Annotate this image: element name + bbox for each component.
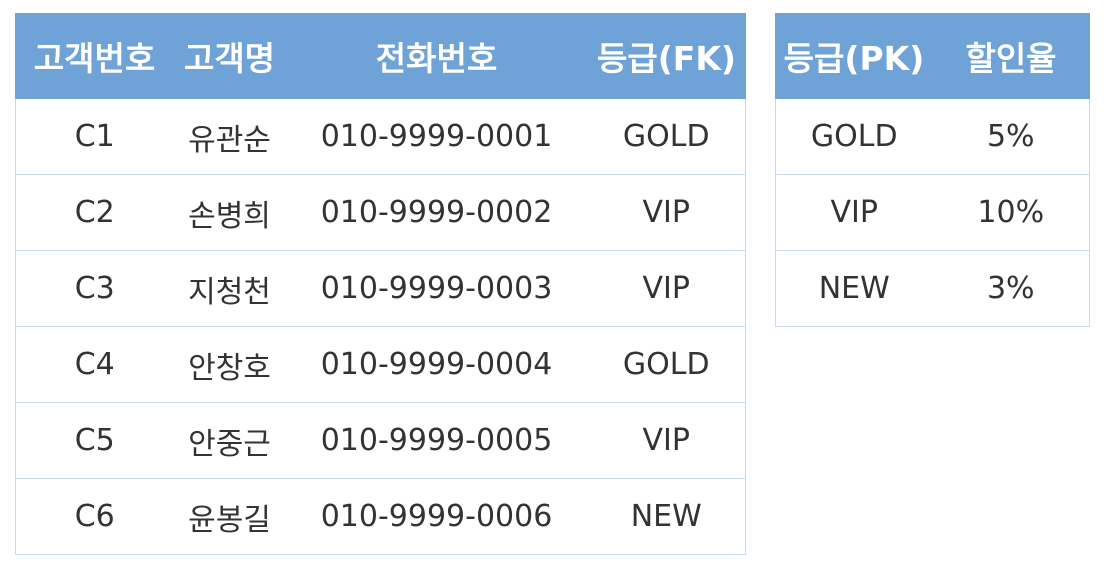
cell-phone: 010-9999-0004: [285, 326, 588, 403]
cell-customer-id: C4: [15, 326, 174, 403]
cell-grade: VIP: [587, 250, 746, 327]
cell-customer-name: 안창호: [173, 326, 286, 403]
header-grade-fk: 등급(FK): [587, 13, 746, 99]
table-row: C2 손병희 010-9999-0002 VIP: [15, 174, 746, 251]
cell-customer-name: 지청천: [173, 250, 286, 327]
cell-customer-name: 유관순: [173, 98, 286, 175]
cell-phone: 010-9999-0003: [285, 250, 588, 327]
cell-phone: 010-9999-0002: [285, 174, 588, 251]
cell-customer-name: 윤봉길: [173, 478, 286, 555]
cell-customer-id: C2: [15, 174, 174, 251]
table-row: C1 유관순 010-9999-0001 GOLD: [15, 98, 746, 175]
header-customer-name: 고객명: [173, 13, 286, 99]
cell-customer-id: C6: [15, 478, 174, 555]
header-customer-id: 고객번호: [15, 13, 174, 99]
table-row: C3 지청천 010-9999-0003 VIP: [15, 250, 746, 327]
table-row: C4 안창호 010-9999-0004 GOLD: [15, 326, 746, 403]
cell-discount-rate: 3%: [932, 250, 1090, 327]
table-header-row: 고객번호 고객명 전화번호 등급(FK): [15, 13, 746, 99]
header-grade-pk: 등급(PK): [775, 13, 933, 99]
cell-customer-id: C5: [15, 402, 174, 479]
cell-grade: GOLD: [587, 98, 746, 175]
customer-table: 고객번호 고객명 전화번호 등급(FK) C1 유관순 010-9999-000…: [15, 13, 746, 555]
cell-grade: GOLD: [587, 326, 746, 403]
cell-discount-rate: 10%: [932, 174, 1090, 251]
cell-phone: 010-9999-0006: [285, 478, 588, 555]
table-row: NEW 3%: [775, 250, 1090, 327]
grade-table: 등급(PK) 할인율 GOLD 5% VIP 10% NEW 3%: [775, 13, 1090, 327]
cell-grade: VIP: [775, 174, 933, 251]
cell-customer-id: C3: [15, 250, 174, 327]
table-row: C6 윤봉길 010-9999-0006 NEW: [15, 478, 746, 555]
cell-discount-rate: 5%: [932, 98, 1090, 175]
cell-grade: VIP: [587, 402, 746, 479]
table-row: GOLD 5%: [775, 98, 1090, 175]
header-phone: 전화번호: [285, 13, 588, 99]
cell-grade: NEW: [587, 478, 746, 555]
table-row: VIP 10%: [775, 174, 1090, 251]
cell-customer-id: C1: [15, 98, 174, 175]
table-row: C5 안중근 010-9999-0005 VIP: [15, 402, 746, 479]
header-discount-rate: 할인율: [932, 13, 1090, 99]
table-header-row: 등급(PK) 할인율: [775, 13, 1090, 99]
cell-grade: NEW: [775, 250, 933, 327]
cell-phone: 010-9999-0005: [285, 402, 588, 479]
cell-phone: 010-9999-0001: [285, 98, 588, 175]
cell-grade: GOLD: [775, 98, 933, 175]
cell-grade: VIP: [587, 174, 746, 251]
cell-customer-name: 안중근: [173, 402, 286, 479]
cell-customer-name: 손병희: [173, 174, 286, 251]
